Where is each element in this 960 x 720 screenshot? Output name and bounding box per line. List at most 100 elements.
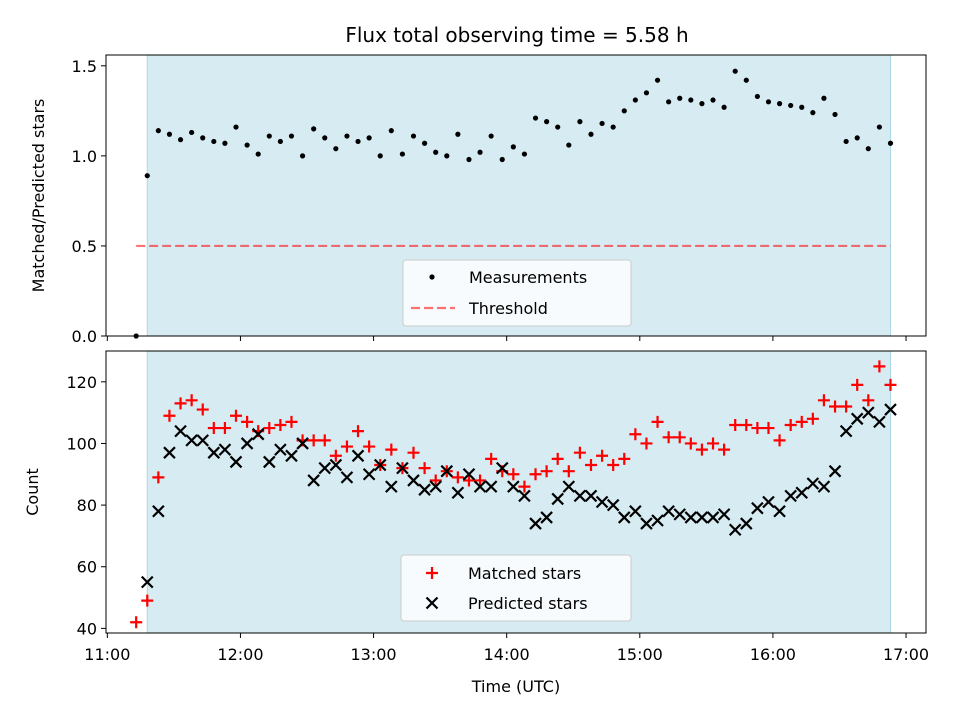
predicted-star-point	[540, 511, 553, 524]
measurement-point	[510, 144, 516, 150]
measurement-point	[765, 99, 772, 105]
measurement-point	[732, 68, 738, 74]
predicted-star-point	[318, 461, 332, 475]
measurement-point	[288, 133, 295, 139]
predicted-star-point	[296, 437, 309, 450]
measurement-point	[399, 151, 406, 157]
predicted-star-point	[773, 504, 786, 518]
matched-star-point	[307, 434, 320, 447]
predicted-star-point	[495, 461, 509, 475]
top-axes-frame	[105, 54, 927, 337]
matched-star-point	[629, 428, 642, 441]
predicted-star-point	[240, 437, 254, 450]
matched-star-point	[540, 465, 553, 478]
measurement-point	[377, 153, 383, 159]
measurement-point	[433, 149, 439, 155]
predicted-star-point	[728, 523, 742, 537]
predicted-star-point	[751, 501, 764, 515]
xtick-label: 14:00	[484, 645, 530, 664]
matched-star-point	[462, 474, 475, 487]
matched-star-point	[285, 415, 298, 428]
predicted-star-point	[140, 575, 154, 589]
matched-star-point	[695, 443, 708, 456]
matched-star-point	[174, 397, 187, 410]
matched-star-point	[196, 403, 209, 416]
bottom-legend: Matched stars Predicted stars	[400, 554, 632, 622]
matched-star-point	[507, 468, 520, 481]
measurement-point	[810, 110, 816, 116]
matched-star-point	[707, 437, 720, 450]
predicted-star-point	[507, 480, 520, 493]
measurement-point	[488, 133, 494, 139]
legend-matched-marker	[426, 567, 438, 579]
measurement-point	[754, 93, 760, 100]
predicted-star-point	[396, 461, 409, 475]
measurement-point	[843, 138, 849, 145]
predicted-star-point	[418, 483, 431, 496]
measurement-point	[455, 131, 461, 137]
bottom-legend-box	[400, 554, 632, 622]
measurement-point	[344, 133, 350, 139]
matched-star-point	[518, 480, 531, 493]
measurement-point	[244, 142, 250, 148]
matched-star-point	[851, 378, 864, 391]
predicted-star-point	[185, 434, 198, 447]
matched-star-point	[207, 422, 220, 435]
measurement-point	[865, 146, 871, 152]
measurement-point	[654, 77, 661, 83]
measurement-point	[466, 156, 472, 163]
measurement-point	[311, 126, 317, 132]
matched-star-point	[596, 449, 609, 462]
measurement-point	[477, 149, 483, 155]
matched-star-point	[584, 459, 597, 472]
measurement-point	[588, 131, 594, 137]
measurement-point	[887, 140, 894, 146]
predicted-star-point	[717, 508, 731, 521]
measurement-point	[677, 95, 683, 101]
predicted-star-point	[218, 443, 232, 456]
predicted-star-point	[684, 511, 698, 524]
predicted-star-point	[850, 412, 864, 426]
matched-star-point	[230, 409, 243, 422]
matched-star-point	[451, 471, 464, 484]
legend-predicted-label: Predicted stars	[468, 594, 588, 613]
xtick-label: 15:00	[617, 645, 663, 664]
predicted-star-point	[828, 464, 842, 478]
predicted-star-point	[263, 455, 276, 469]
predicted-star-point	[163, 446, 176, 459]
matched-star-point	[185, 394, 198, 407]
top-panel: 0.0 0.5 1.0 1.5 Matched/Predicted stars Measu…	[29, 54, 927, 346]
measurement-point	[211, 138, 217, 145]
matched-star-point	[829, 400, 842, 413]
measurement-point	[277, 138, 283, 145]
legend-measurement-marker	[429, 274, 435, 280]
legend-matched-label: Matched stars	[468, 564, 581, 583]
matched-star-point	[607, 459, 620, 472]
measurement-point	[876, 124, 883, 130]
measurement-point	[255, 151, 261, 157]
matched-star-point	[429, 474, 442, 487]
bottom-axes-frame	[105, 350, 927, 634]
xtick-label: 11:00	[84, 645, 130, 664]
predicted-star-point	[740, 517, 753, 530]
predicted-star-point	[351, 449, 365, 463]
xtick-label: 16:00	[750, 645, 796, 664]
matched-star-point	[740, 418, 753, 431]
matched-star-point	[163, 409, 176, 422]
predicted-star-point	[529, 517, 542, 530]
predicted-star-point	[784, 489, 797, 503]
bottom-ytick-label: 80	[77, 496, 97, 515]
measurement-point	[410, 133, 417, 139]
predicted-star-point	[196, 434, 210, 447]
measurement-point	[166, 131, 173, 137]
matched-star-point	[884, 378, 897, 391]
measurement-point	[521, 151, 528, 157]
measurement-point	[222, 140, 228, 146]
matched-star-point	[352, 425, 365, 438]
predicted-star-point	[606, 498, 620, 512]
measurement-point	[699, 101, 705, 107]
top-ylabel: Matched/Predicted stars	[29, 99, 48, 293]
matched-star-point	[662, 431, 675, 444]
matched-star-point	[551, 452, 564, 465]
predicted-star-point	[573, 489, 587, 503]
